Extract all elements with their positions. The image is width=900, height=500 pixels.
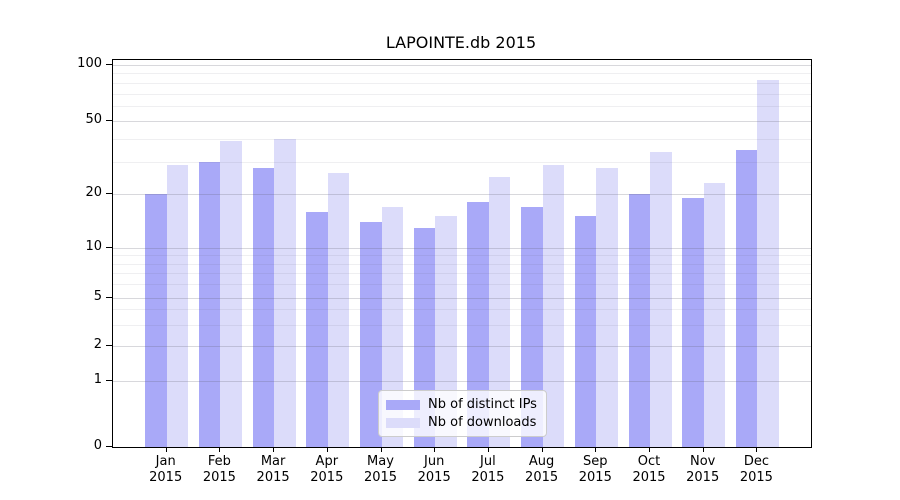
minor-gridline-90 (113, 73, 811, 74)
bar-downloads-nov (703, 183, 726, 447)
chart-title: LAPOINTE.db 2015 (385, 33, 537, 52)
x-tick-oct (649, 447, 650, 452)
y-tick-100 (106, 63, 112, 65)
x-tick-label-dec: Dec 2015 (739, 454, 773, 485)
minor-gridline-70 (113, 94, 811, 95)
major-gridline-10 (113, 248, 811, 249)
x-tick-label-mar: Mar 2015 (256, 454, 290, 485)
x-tick-jan (165, 447, 167, 452)
x-tick-label-aug: Aug 2015 (525, 454, 559, 485)
y-tick-0 (106, 446, 112, 447)
x-tick-label-may: May 2015 (363, 454, 398, 485)
bar-downloads-oct (650, 152, 672, 447)
minor-gridline-60 (113, 106, 811, 107)
major-gridline-100 (113, 65, 811, 66)
x-tick-label-sep: Sep 2015 (578, 454, 612, 485)
bar-downloads-mar (274, 139, 296, 447)
y-tick-10 (106, 246, 112, 248)
x-tick-label-apr: Apr 2015 (310, 454, 344, 485)
x-tick-label-jan: Jan 2015 (149, 454, 183, 485)
bar-ips-aug (521, 206, 543, 447)
bar-downloads-jan (166, 164, 189, 447)
major-gridline-50 (113, 121, 811, 122)
x-tick-sep (595, 447, 597, 452)
x-tick-label-feb: Feb 2015 (202, 454, 236, 485)
bar-ips-dec (735, 149, 758, 447)
x-tick-dec (756, 447, 758, 452)
y-tick-label-5: 5 (93, 288, 102, 304)
y-tick-50 (106, 120, 112, 122)
y-tick-label-50: 50 (85, 112, 102, 128)
bar-downloads-feb (220, 141, 242, 447)
bar-ips-apr (306, 211, 328, 447)
bar-ips-mar (252, 167, 275, 447)
minor-gridline-4 (113, 309, 811, 310)
minor-gridline-8 (113, 264, 811, 265)
x-tick-label-jun: Jun 2015 (417, 454, 451, 485)
y-tick-label-10: 10 (85, 238, 102, 254)
minor-gridline-30 (113, 162, 811, 163)
plot-area (112, 59, 812, 448)
bar-downloads-aug (542, 164, 565, 447)
y-tick-label-100: 100 (77, 55, 102, 71)
minor-gridline-9 (113, 255, 811, 256)
x-tick-label-jul: Jul 2015 (471, 454, 505, 485)
y-tick-label-2: 2 (93, 337, 102, 352)
x-tick-feb (219, 447, 221, 452)
y-tick-label-20: 20 (85, 185, 102, 201)
x-tick-aug (541, 447, 543, 452)
minor-gridline-7 (113, 273, 811, 274)
bar-ips-sep (574, 216, 597, 447)
minor-gridline-80 (113, 83, 811, 84)
major-gridline-2 (113, 346, 811, 347)
x-tick-may (380, 447, 382, 452)
bar-ips-oct (628, 194, 650, 447)
bar-ips-feb (198, 162, 221, 447)
x-tick-jun (434, 447, 436, 452)
x-tick-label-oct: Oct 2015 (632, 454, 666, 485)
legend-label-distinct-ips: Nb of distinct IPs (428, 397, 537, 412)
legend: Nb of distinct IPs Nb of downloads (378, 390, 547, 437)
bar-downloads-jul (488, 176, 511, 447)
legend-entry-downloads: Nb of downloads (386, 415, 538, 431)
bar-ips-may (360, 221, 382, 447)
major-gridline-20 (113, 194, 811, 195)
major-gridline-5 (113, 298, 811, 299)
bar-downloads-dec (757, 79, 779, 447)
x-tick-mar (273, 447, 275, 452)
legend-entry-distinct-ips: Nb of distinct IPs (386, 397, 538, 413)
x-tick-label-nov: Nov 2015 (686, 454, 720, 485)
bar-ips-jul (467, 202, 489, 447)
x-tick-nov (702, 447, 704, 452)
y-tick-label-0: 0 (93, 438, 102, 453)
bar-downloads-sep (596, 167, 618, 447)
legend-label-downloads: Nb of downloads (428, 415, 537, 430)
minor-gridline-40 (113, 139, 811, 140)
major-gridline-1 (113, 381, 811, 382)
bar-ips-nov (682, 198, 704, 447)
y-tick-5 (106, 296, 112, 298)
x-tick-apr (326, 447, 328, 452)
bar-ips-jan (145, 194, 167, 447)
y-tick-label-1: 1 (93, 372, 102, 387)
minor-gridline-6 (113, 284, 811, 285)
minor-gridline-3 (113, 325, 811, 326)
bar-downloads-apr (327, 173, 350, 447)
legend-swatch-distinct-ips (386, 400, 420, 410)
y-tick-1 (106, 380, 112, 381)
bar-downloads-jun (435, 216, 457, 447)
legend-swatch-downloads (386, 418, 420, 428)
y-tick-2 (106, 345, 112, 346)
x-tick-jul (487, 447, 489, 452)
bar-downloads-may (381, 206, 403, 447)
y-tick-20 (106, 193, 112, 195)
